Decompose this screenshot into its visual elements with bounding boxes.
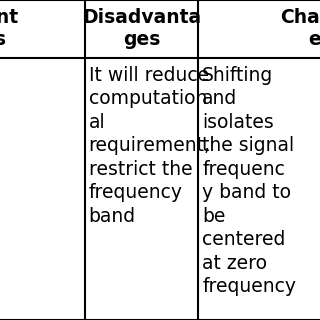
Text: Advant
ages: Advant ages	[0, 8, 19, 49]
Text: Disadvanta
ges: Disadvanta ges	[82, 8, 201, 49]
Text: It will reduce
computation
al
requirement,
restrict the
frequency
band: It will reduce computation al requiremen…	[89, 66, 211, 226]
Text: Shifting
and
isolates
the signal
frequenc
y band to
be
centered
at zero
frequenc: Shifting and isolates the signal frequen…	[202, 66, 296, 296]
Text: Challen
es: Challen es	[281, 8, 320, 49]
